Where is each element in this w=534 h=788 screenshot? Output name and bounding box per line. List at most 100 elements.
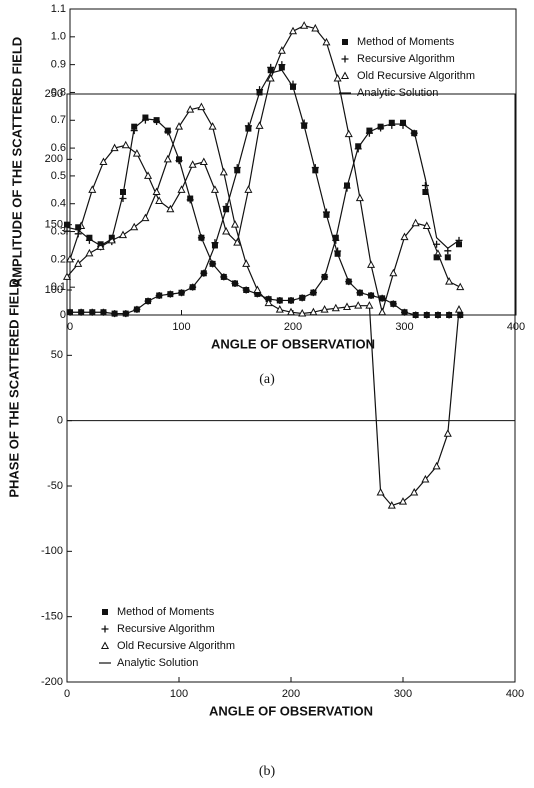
y-tick-label: 100 xyxy=(45,284,63,296)
square-marker xyxy=(444,254,451,261)
triangle-marker xyxy=(411,218,420,227)
triangle-marker xyxy=(85,248,94,257)
caption: (a) xyxy=(259,372,275,387)
triangle-marker xyxy=(118,230,128,239)
y-tick-label: 0.7 xyxy=(51,114,66,126)
triangle-marker xyxy=(141,213,150,222)
square-marker xyxy=(422,189,429,195)
series-line xyxy=(69,25,461,315)
triangle-marker xyxy=(322,37,331,46)
y-tick-label: -200 xyxy=(41,676,63,688)
triangle-marker xyxy=(233,238,242,246)
triangle-marker xyxy=(342,302,352,310)
triangle-marker xyxy=(99,157,108,165)
series-line xyxy=(70,69,461,316)
y-tick-label: 0.8 xyxy=(51,86,66,98)
y-tick-label: 0.1 xyxy=(51,281,66,293)
triangle-marker xyxy=(144,171,153,179)
triangle-marker xyxy=(188,160,197,168)
triangle-marker xyxy=(222,226,231,235)
square-marker xyxy=(456,241,462,248)
y-tick-label: 0.2 xyxy=(51,253,66,265)
y-tick-label: 0.9 xyxy=(51,59,66,71)
plot-frame xyxy=(66,93,516,683)
series-line xyxy=(66,106,460,507)
triangle-marker xyxy=(121,140,130,149)
x-tick-label: 100 xyxy=(172,321,190,333)
triangle-marker xyxy=(65,254,75,263)
legend-label: Method of Moments xyxy=(357,36,455,48)
triangle-marker xyxy=(398,497,408,505)
triangle-marker xyxy=(320,305,329,313)
triangle-marker xyxy=(244,185,253,193)
triangle-marker xyxy=(454,305,464,313)
y-tick-label: 0.5 xyxy=(51,170,66,182)
triangle-marker xyxy=(443,429,452,437)
y-tick-label: 250 xyxy=(45,88,63,100)
triangle-marker xyxy=(277,46,286,54)
legend-label: Analytic Solution xyxy=(357,87,438,99)
square-marker xyxy=(64,221,70,228)
legend-label: Recursive Algorithm xyxy=(357,53,455,65)
x-tick-label: 200 xyxy=(282,688,300,700)
y-tick-label: 0 xyxy=(57,415,63,427)
triangle-marker xyxy=(197,102,206,111)
legend-label: Recursive Algorithm xyxy=(117,623,215,635)
triangle-marker xyxy=(456,282,465,291)
x-axis-label: ANGLE OF OBSERVATION xyxy=(211,336,375,351)
triangle-marker xyxy=(88,185,97,193)
triangle-marker xyxy=(62,272,72,280)
plus-marker xyxy=(101,625,109,633)
triangle-marker xyxy=(264,298,273,307)
plus-marker xyxy=(433,240,441,248)
triangle-marker xyxy=(298,308,307,317)
x-tick-label: 300 xyxy=(394,688,412,700)
x-tick-label: 0 xyxy=(67,321,73,333)
triangle-marker xyxy=(253,285,262,293)
square-marker xyxy=(75,224,82,231)
triangle-marker xyxy=(163,154,172,163)
triangle-marker xyxy=(288,26,298,35)
legend-label: Analytic Solution xyxy=(117,657,198,669)
y-axis-label: PHASE OF THE SCATTERED FIELD xyxy=(6,278,21,497)
legend-label: Method of Moments xyxy=(117,606,215,618)
triangle-marker xyxy=(275,305,284,313)
triangle-marker xyxy=(378,307,387,316)
square-marker xyxy=(131,123,138,130)
triangle-marker xyxy=(367,260,376,268)
triangle-marker xyxy=(387,501,396,509)
triangle-marker xyxy=(219,167,228,176)
triangle-marker xyxy=(421,474,430,483)
triangle-marker xyxy=(96,242,105,250)
y-tick-label: 150 xyxy=(45,219,63,231)
y-tick-label: -50 xyxy=(47,480,63,492)
square-marker xyxy=(433,254,440,261)
plus-marker xyxy=(341,55,349,63)
y-tick-label: 1.1 xyxy=(51,3,66,15)
caption: (b) xyxy=(259,764,276,779)
square-marker xyxy=(342,39,348,45)
plus-marker xyxy=(153,117,161,125)
y-tick-label: 0 xyxy=(60,309,66,321)
legend-label: Old Recursive Algorithm xyxy=(357,70,475,82)
plus-marker xyxy=(267,63,275,71)
x-tick-label: 0 xyxy=(64,688,70,700)
y-tick-label: 0.4 xyxy=(51,198,66,210)
plus-marker xyxy=(421,181,429,189)
y-tick-label: 50 xyxy=(51,349,63,361)
x-tick-label: 100 xyxy=(170,688,188,700)
square-marker xyxy=(102,609,108,615)
triangle-marker xyxy=(177,185,186,193)
triangle-marker xyxy=(355,193,364,202)
triangle-marker xyxy=(230,220,240,228)
triangle-marker xyxy=(286,307,296,316)
triangle-marker xyxy=(266,73,275,82)
x-tick-label: 200 xyxy=(284,321,302,333)
triangle-marker xyxy=(166,204,175,213)
triangle-marker xyxy=(152,187,161,195)
triangle-marker xyxy=(365,301,374,309)
triangle-marker xyxy=(331,303,340,312)
plus-marker xyxy=(388,121,396,129)
triangle-marker xyxy=(376,487,385,496)
